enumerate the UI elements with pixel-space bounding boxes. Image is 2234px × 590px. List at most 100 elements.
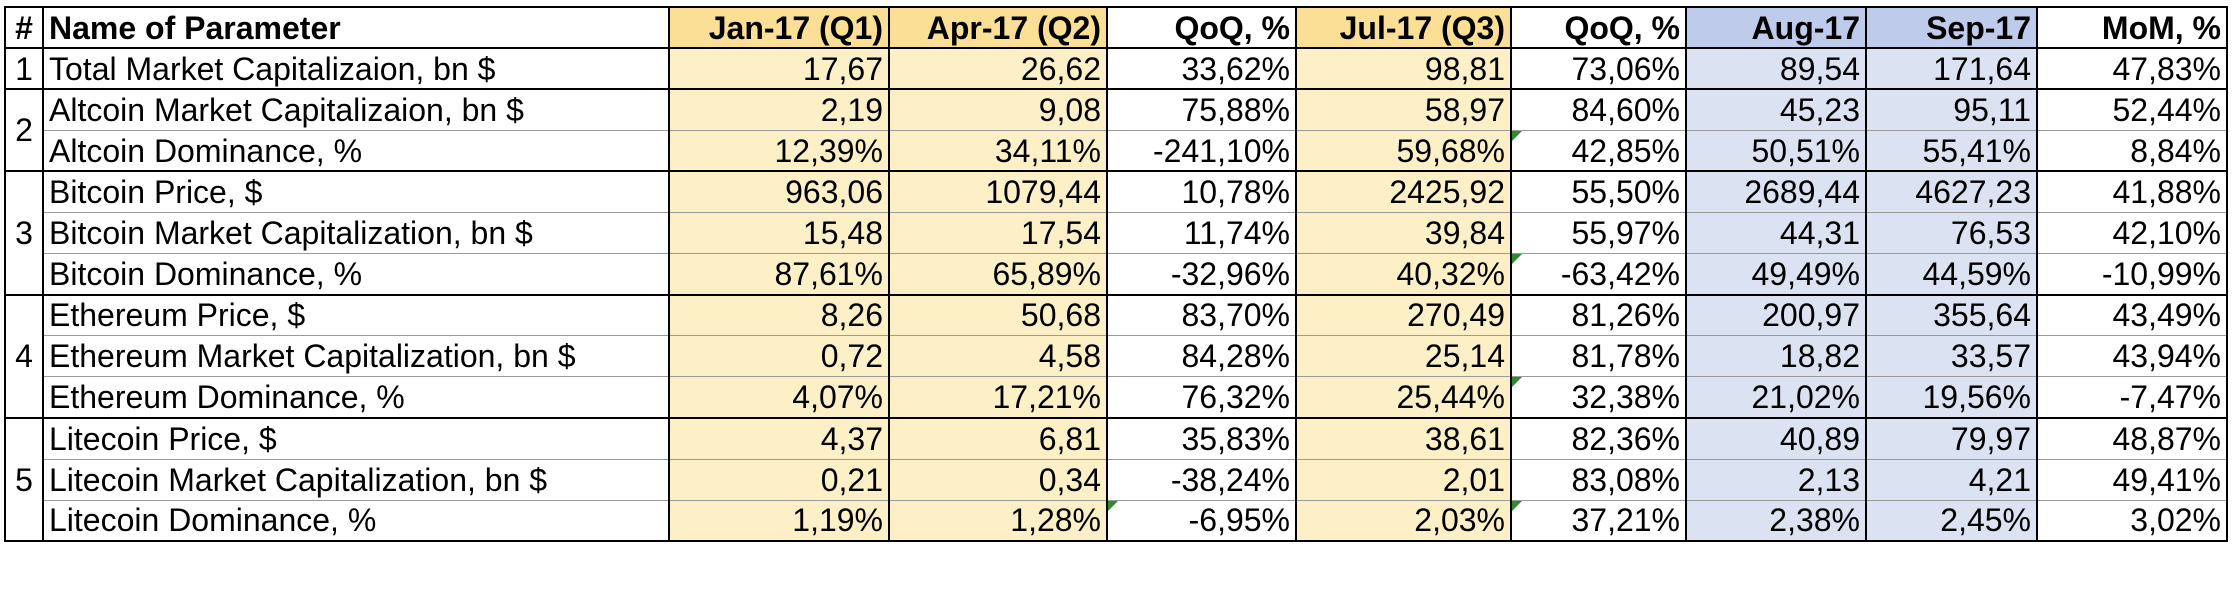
cell-qoq-q2: -241,10% (1106, 129, 1297, 173)
col-header-parameter: Name of Parameter (42, 5, 670, 50)
parameter-name: Ethereum Market Capitalization, bn $ (42, 335, 670, 378)
cell-qoq-q2: 76,32% (1106, 376, 1297, 419)
cell-sep17: 95,11 (1865, 88, 2038, 131)
cell-apr17: 50,68 (888, 294, 1108, 337)
cell-aug17: 50,51% (1685, 129, 1867, 173)
cell-sep17: 19,56% (1865, 376, 2038, 419)
cell-jan17: 0,21 (668, 458, 890, 501)
col-header-qoq-q3: QoQ, % (1510, 5, 1687, 50)
cell-aug17: 2,38% (1685, 499, 1867, 543)
col-header-apr17: Apr-17 (Q2) (888, 5, 1108, 50)
cell-jan17: 4,07% (668, 376, 890, 419)
parameter-name: Altcoin Market Capitalizaion, bn $ (42, 88, 670, 131)
parameter-name: Litecoin Market Capitalization, bn $ (42, 458, 670, 501)
group-number: 2 (4, 88, 44, 173)
parameter-name: Bitcoin Dominance, % (42, 253, 670, 296)
cell-mom: 47,83% (2036, 47, 2228, 91)
cell-jul17: 2,01 (1295, 458, 1512, 501)
cell-jul17: 25,14 (1295, 335, 1512, 378)
cell-qoq-q2: 84,28% (1106, 335, 1297, 378)
cell-jan17: 0,72 (668, 335, 890, 378)
cell-qoq-q2: -32,96% (1106, 253, 1297, 296)
cell-qoq-q3: 81,78% (1510, 335, 1687, 378)
cell-qoq-q3: 42,85% (1510, 129, 1687, 173)
table-row: Ethereum Dominance, % 4,07% 17,21% 76,32… (5, 376, 2228, 419)
cell-qoq-q3: 55,50% (1510, 170, 1687, 213)
col-header-mom: MoM, % (2036, 5, 2228, 50)
cell-sep17: 76,53 (1865, 211, 2038, 255)
table-row: 1 Total Market Capitalizaion, bn $ 17,67… (4, 47, 2228, 91)
cell-sep17: 171,64 (1865, 47, 2038, 91)
cell-qoq-q3: 73,06% (1510, 47, 1687, 91)
cell-apr17: 34,11% (888, 129, 1108, 173)
cell-sep17: 79,97 (1865, 417, 2038, 460)
table-row: 3 Bitcoin Price, $ 963,06 1079,44 10,78%… (4, 170, 2228, 296)
parameter-name: Litecoin Price, $ (42, 417, 670, 460)
cell-aug17: 2689,44 (1685, 170, 1867, 213)
cell-mom: 52,44% (2036, 88, 2228, 131)
cell-qoq-q2: 35,83% (1106, 417, 1297, 460)
cell-aug17: 40,89 (1685, 417, 1867, 460)
table-row: Bitcoin Dominance, % 87,61% 65,89% -32,9… (5, 253, 2228, 296)
group-number: 3 (4, 170, 44, 296)
cell-jul17: 40,32% (1295, 253, 1512, 296)
cell-jan17: 87,61% (668, 253, 890, 296)
cell-jul17: 39,84 (1295, 211, 1512, 255)
cell-jan17: 17,67 (668, 47, 890, 91)
cell-jan17: 4,37 (668, 417, 890, 460)
cell-apr17: 1,28% (888, 499, 1108, 543)
header-row: # Name of Parameter Jan-17 (Q1) Apr-17 (… (4, 5, 2228, 50)
cell-mom: 43,49% (2036, 294, 2228, 337)
cell-apr17: 17,54 (888, 211, 1108, 255)
cell-qoq-q3: 82,36% (1510, 417, 1687, 460)
cell-aug17: 2,13 (1685, 458, 1867, 501)
cell-qoq-q2: 83,70% (1106, 294, 1297, 337)
table-row: Litecoin Market Capitalization, bn $ 0,2… (5, 458, 2228, 501)
cell-aug17: 21,02% (1685, 376, 1867, 419)
cell-jul17: 270,49 (1295, 294, 1512, 337)
cell-jul17: 98,81 (1295, 47, 1512, 91)
col-header-number: # (4, 5, 44, 50)
table-row: Altcoin Dominance, % 12,39% 34,11% -241,… (5, 129, 2228, 173)
parameter-name: Altcoin Dominance, % (42, 129, 670, 173)
cell-mom: 49,41% (2036, 458, 2228, 501)
cell-jul17: 2425,92 (1295, 170, 1512, 213)
table-row: 2 Altcoin Market Capitalizaion, bn $ 2,1… (4, 88, 2228, 173)
cell-apr17: 6,81 (888, 417, 1108, 460)
cell-mom: 43,94% (2036, 335, 2228, 378)
group-number: 5 (4, 417, 44, 543)
cell-sep17: 44,59% (1865, 253, 2038, 296)
cell-jan17: 2,19 (668, 88, 890, 131)
cell-qoq-q3: 32,38% (1510, 376, 1687, 419)
cell-aug17: 18,82 (1685, 335, 1867, 378)
cell-jan17: 963,06 (668, 170, 890, 213)
cell-jul17: 25,44% (1295, 376, 1512, 419)
cell-apr17: 1079,44 (888, 170, 1108, 213)
cell-qoq-q2: 11,74% (1106, 211, 1297, 255)
cell-mom: 3,02% (2036, 499, 2228, 543)
cell-qoq-q2: 33,62% (1106, 47, 1297, 91)
cell-jan17: 15,48 (668, 211, 890, 255)
cell-sep17: 55,41% (1865, 129, 2038, 173)
cell-qoq-q3: 81,26% (1510, 294, 1687, 337)
table-row: Ethereum Market Capitalization, bn $ 0,7… (5, 335, 2228, 378)
cell-mom: 42,10% (2036, 211, 2228, 255)
cell-apr17: 9,08 (888, 88, 1108, 131)
cell-qoq-q2: 10,78% (1106, 170, 1297, 213)
cell-qoq-q3: 55,97% (1510, 211, 1687, 255)
cell-qoq-q3: 83,08% (1510, 458, 1687, 501)
cell-sep17: 4627,23 (1865, 170, 2038, 213)
table-row: Bitcoin Market Capitalization, bn $ 15,4… (5, 211, 2228, 255)
cell-aug17: 44,31 (1685, 211, 1867, 255)
cell-sep17: 355,64 (1865, 294, 2038, 337)
cell-jul17: 2,03% (1295, 499, 1512, 543)
cell-mom: -10,99% (2036, 253, 2228, 296)
cell-aug17: 200,97 (1685, 294, 1867, 337)
cell-qoq-q2: -6,95% (1106, 499, 1297, 543)
cell-apr17: 0,34 (888, 458, 1108, 501)
cell-qoq-q3: -63,42% (1510, 253, 1687, 296)
cell-qoq-q2: -38,24% (1106, 458, 1297, 501)
col-header-jul17: Jul-17 (Q3) (1295, 5, 1512, 50)
table-row: 4 Ethereum Price, $ 8,26 50,68 83,70% 27… (4, 294, 2228, 419)
parameter-name: Ethereum Price, $ (42, 294, 670, 337)
